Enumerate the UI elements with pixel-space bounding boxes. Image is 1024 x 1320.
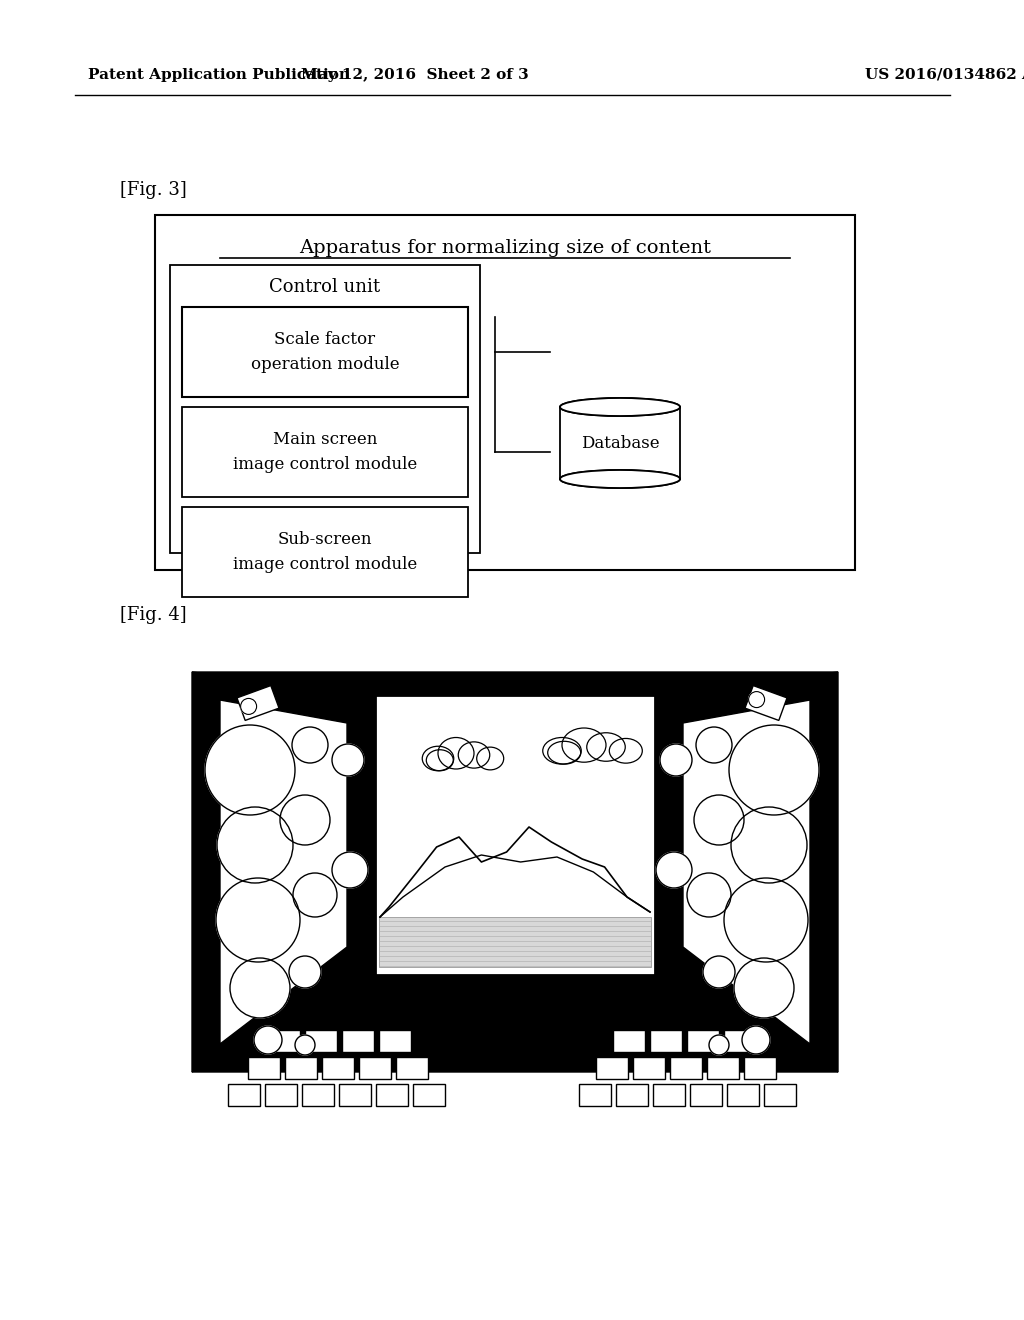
Text: [Fig. 3]: [Fig. 3] — [120, 181, 186, 199]
Ellipse shape — [560, 470, 680, 488]
Text: US 2016/0134862 A1: US 2016/0134862 A1 — [865, 69, 1024, 82]
Circle shape — [295, 1035, 315, 1055]
Ellipse shape — [438, 738, 474, 770]
Bar — [342, 1030, 374, 1052]
Text: May 12, 2016  Sheet 2 of 3: May 12, 2016 Sheet 2 of 3 — [301, 69, 528, 82]
Polygon shape — [220, 700, 347, 1044]
Text: [Fig. 4]: [Fig. 4] — [120, 606, 186, 624]
Bar — [560, 407, 680, 479]
Text: Database: Database — [581, 436, 659, 453]
Bar — [579, 1084, 611, 1106]
Bar — [237, 685, 279, 721]
Bar — [744, 1057, 776, 1078]
Circle shape — [280, 795, 330, 845]
Polygon shape — [193, 672, 838, 696]
Circle shape — [332, 851, 368, 888]
Circle shape — [660, 744, 692, 776]
Bar — [613, 1030, 645, 1052]
Bar — [248, 1057, 280, 1078]
Bar — [650, 1030, 682, 1052]
Text: Patent Application Publication: Patent Application Publication — [88, 69, 350, 82]
Bar — [265, 1084, 297, 1106]
Bar — [653, 1084, 685, 1106]
Text: Sub-screen
image control module: Sub-screen image control module — [232, 531, 417, 573]
Bar — [228, 1084, 260, 1106]
Bar — [616, 1084, 648, 1106]
Circle shape — [293, 873, 337, 917]
Bar — [359, 1057, 391, 1078]
Circle shape — [216, 878, 300, 962]
Bar — [376, 1084, 408, 1106]
Bar — [305, 1030, 337, 1052]
Bar — [707, 1057, 739, 1078]
Circle shape — [230, 958, 290, 1018]
Circle shape — [687, 873, 731, 917]
Bar — [285, 1057, 317, 1078]
Bar — [596, 1057, 628, 1078]
Bar — [302, 1084, 334, 1106]
Bar — [413, 1084, 445, 1106]
Circle shape — [742, 1026, 770, 1053]
Ellipse shape — [560, 399, 680, 416]
Circle shape — [254, 1026, 282, 1053]
Ellipse shape — [548, 742, 581, 764]
Circle shape — [332, 744, 364, 776]
Circle shape — [731, 807, 807, 883]
Bar — [339, 1084, 371, 1106]
Polygon shape — [683, 700, 810, 1044]
Ellipse shape — [477, 747, 504, 770]
Ellipse shape — [609, 738, 642, 763]
Text: Scale factor
operation module: Scale factor operation module — [251, 331, 399, 372]
Polygon shape — [193, 975, 838, 1072]
Ellipse shape — [587, 733, 626, 762]
Ellipse shape — [560, 399, 680, 416]
Bar — [727, 1084, 759, 1106]
Bar — [633, 1057, 665, 1078]
Circle shape — [205, 725, 295, 814]
Circle shape — [696, 727, 732, 763]
Bar — [670, 1057, 702, 1078]
Bar — [379, 1030, 411, 1052]
Circle shape — [217, 807, 293, 883]
Bar — [559, 407, 681, 479]
Ellipse shape — [459, 742, 489, 768]
Polygon shape — [655, 672, 838, 1072]
Bar — [560, 407, 680, 479]
Bar — [379, 917, 651, 968]
Bar — [268, 1030, 300, 1052]
Ellipse shape — [426, 750, 454, 771]
Circle shape — [703, 956, 735, 987]
Circle shape — [729, 725, 819, 814]
Circle shape — [734, 958, 794, 1018]
Circle shape — [724, 878, 808, 962]
Circle shape — [694, 795, 744, 845]
Bar — [182, 407, 468, 498]
Circle shape — [289, 956, 321, 987]
Text: Apparatus for normalizing size of content: Apparatus for normalizing size of conten… — [299, 239, 711, 257]
Ellipse shape — [562, 729, 606, 762]
Bar — [375, 696, 655, 975]
Bar — [155, 215, 855, 570]
Bar — [687, 1030, 719, 1052]
Ellipse shape — [543, 738, 582, 764]
Bar — [182, 507, 468, 597]
Bar — [182, 308, 468, 397]
Ellipse shape — [560, 470, 680, 488]
Bar — [322, 1057, 354, 1078]
Bar — [764, 1084, 796, 1106]
Text: Main screen
image control module: Main screen image control module — [232, 432, 417, 473]
Ellipse shape — [422, 746, 454, 771]
Bar — [690, 1084, 722, 1106]
Text: Control unit: Control unit — [269, 279, 381, 296]
Circle shape — [656, 851, 692, 888]
Bar — [170, 265, 480, 553]
Polygon shape — [193, 672, 375, 1072]
Bar — [396, 1057, 428, 1078]
Bar — [724, 1030, 756, 1052]
Circle shape — [292, 727, 328, 763]
Bar — [745, 685, 787, 721]
Circle shape — [709, 1035, 729, 1055]
Circle shape — [749, 692, 765, 708]
Circle shape — [241, 698, 257, 714]
